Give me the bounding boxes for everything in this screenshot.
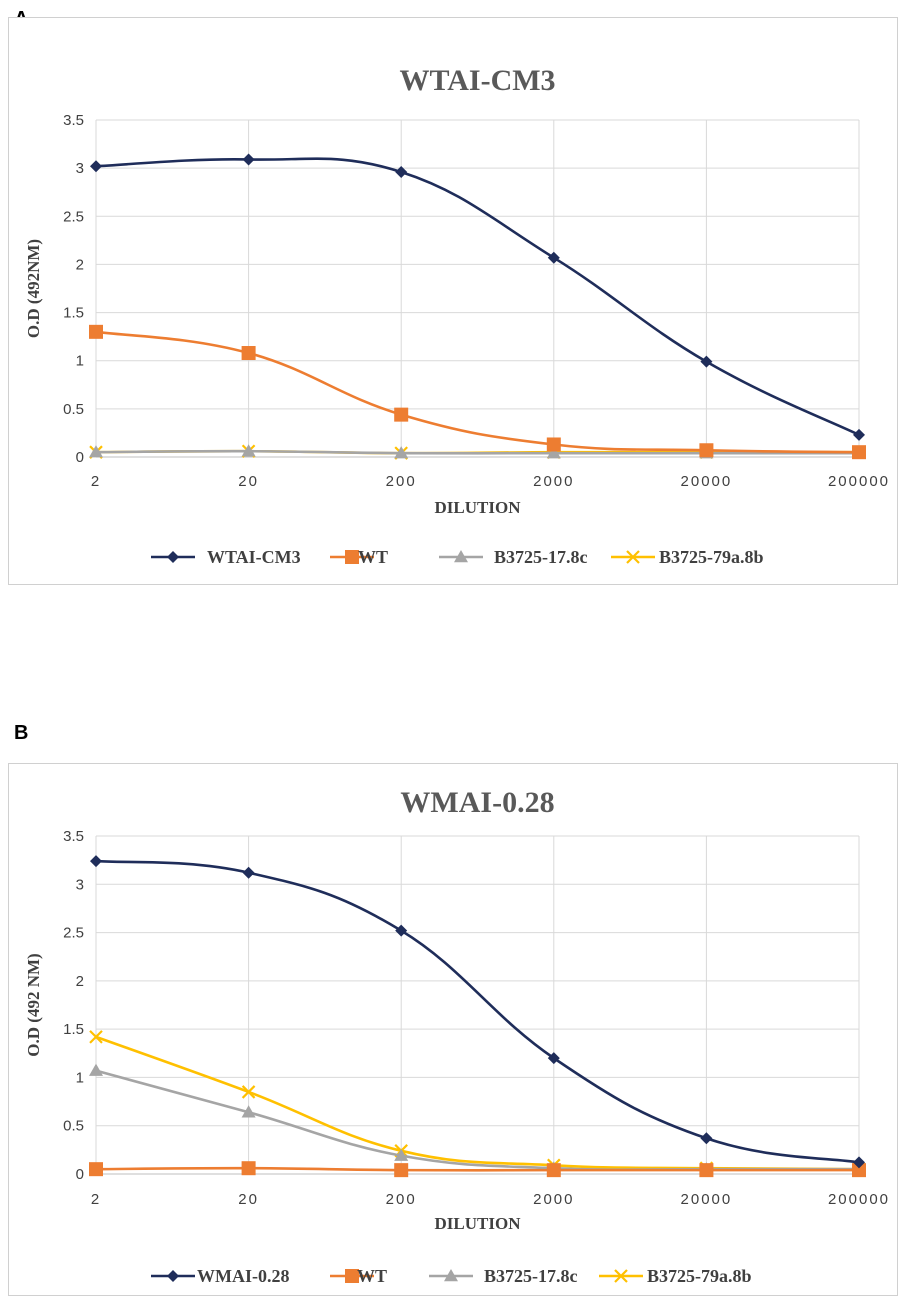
chart-a-ytick-label: 3	[76, 160, 84, 177]
chart-a-data-point	[242, 153, 255, 166]
chart-a-data-point	[90, 160, 102, 173]
chart-panel-a: WTAI-CM3 0 0.5 1 1.5 2 2.5 3 3.5 2 20 200 2000 20000 2…	[8, 17, 898, 585]
chart-b-data-point	[546, 1163, 561, 1178]
chart-a-data-point	[89, 324, 103, 339]
panel-letter-b: B	[14, 722, 29, 744]
chart-a-y-axis-label: O.D (492NM)	[24, 239, 43, 338]
chart-b-data-point	[700, 1132, 713, 1145]
chart-b-ytick-label: 1	[76, 1069, 84, 1086]
chart-a-xtick-label: 200	[386, 473, 417, 490]
chart-b-y-axis-label: O.D (492 NM)	[24, 953, 43, 1056]
chart-b-legend-marker	[614, 1269, 628, 1283]
chart-b-ytick-label: 3.5	[63, 828, 84, 845]
chart-b-data-point	[394, 1148, 409, 1161]
chart-b-title: WMAI-0.28	[400, 786, 554, 819]
chart-b-legend-marker	[345, 1269, 359, 1283]
chart-a-ytick-label: 3.5	[63, 112, 84, 129]
chart-a-data-point	[394, 446, 409, 459]
chart-panel-b: WMAI-0.28 0 0.5 1 1.5 2 2.5 3 3.5 2 20 200 2000 20000…	[8, 763, 898, 1296]
chart-b-data-point	[241, 1085, 256, 1099]
chart-b-legend-label: WT	[357, 1266, 387, 1286]
chart-b-data-point	[242, 866, 255, 879]
chart-a-ytick-label: 0.5	[63, 401, 84, 418]
chart-a-data-point	[547, 251, 560, 264]
chart-b-data-point	[89, 1063, 103, 1076]
chart-a-legend-marker	[345, 550, 359, 564]
chart-b-ytick-label: 2	[76, 973, 84, 990]
chart-b-data-point	[852, 1163, 866, 1178]
chart-a-xtick-label: 20000	[681, 473, 733, 490]
chart-a-xtick-label: 2000	[533, 473, 574, 490]
chart-b-data-point	[394, 1163, 409, 1178]
chart-b-xtick-label: 2	[91, 1191, 101, 1208]
chart-a-ytick-label: 1	[76, 353, 84, 370]
chart-a-data-point	[852, 445, 866, 460]
chart-b-legend-marker	[167, 1270, 179, 1282]
chart-a-ytick-label: 2.5	[63, 208, 84, 225]
chart-a-data-point	[241, 346, 256, 361]
chart-a-xtick-label: 2	[91, 473, 101, 490]
chart-a-data-point	[395, 165, 408, 178]
chart-a-data-point	[700, 355, 713, 368]
chart-b-svg: WMAI-0.28 0 0.5 1 1.5 2 2.5 3 3.5 2 20 200 2000 20000…	[24, 786, 890, 1286]
chart-b-data-point	[241, 1161, 256, 1176]
chart-a-legend-label: WT	[358, 547, 388, 567]
chart-a-data-point	[546, 437, 561, 452]
chart-a-ytick-label: 0	[76, 449, 84, 466]
chart-b-x-axis-label: DILUTION	[435, 1214, 522, 1233]
chart-a-series-line	[95, 157, 860, 437]
chart-b-data-point	[90, 855, 102, 868]
chart-a-series-line	[95, 449, 859, 455]
chart-b-ytick-label: 2.5	[63, 925, 84, 942]
chart-a-ytick-label: 1.5	[63, 305, 84, 322]
chart-a-title: WTAI-CM3	[399, 64, 555, 97]
chart-b-data-point	[89, 1162, 103, 1177]
chart-b-xtick-label: 2000	[533, 1191, 574, 1208]
chart-a-data-point	[546, 446, 561, 459]
chart-b-data-point	[853, 1156, 865, 1169]
chart-a-legend-marker	[626, 550, 640, 564]
chart-a-data-point	[241, 444, 256, 457]
chart-b-ytick-label: 0.5	[63, 1118, 84, 1135]
chart-a-xtick-label: 20	[238, 473, 259, 490]
chart-a-svg: WTAI-CM3 0 0.5 1 1.5 2 2.5 3 3.5 2 20 200 2000 20000 2…	[24, 64, 890, 567]
chart-b-data-point	[241, 1105, 256, 1118]
chart-b-legend-marker	[444, 1269, 458, 1282]
chart-a-ytick-label: 2	[76, 256, 84, 273]
chart-a-series-line	[95, 330, 860, 454]
chart-b-data-point	[699, 1163, 714, 1178]
chart-b-legend-label: B3725-79a.8b	[647, 1266, 752, 1286]
chart-a-x-axis-label: DILUTION	[435, 498, 522, 517]
chart-b-series-line	[95, 1069, 860, 1171]
chart-a-data-point	[89, 445, 103, 458]
chart-b-series-line	[95, 859, 860, 1164]
chart-a-legend-marker	[167, 551, 179, 563]
chart-a-legend-marker	[454, 550, 468, 563]
chart-b-legend-label: WMAI-0.28	[197, 1266, 290, 1286]
chart-b-data-point	[395, 924, 408, 937]
chart-b-data-point	[89, 1030, 103, 1044]
chart-b-xtick-label: 20	[238, 1191, 259, 1208]
chart-b-ytick-label: 1.5	[63, 1021, 84, 1038]
chart-b-series-line	[95, 1166, 859, 1172]
chart-b-xtick-label: 200	[386, 1191, 417, 1208]
chart-a-data-point	[394, 407, 409, 422]
chart-a-legend-label: B3725-79a.8b	[659, 547, 764, 567]
chart-b-ytick-label: 0	[76, 1166, 84, 1183]
chart-a-data-point	[853, 428, 865, 441]
chart-b-xtick-label: 20000	[681, 1191, 733, 1208]
chart-a-legend-label: B3725-17.8c	[494, 547, 588, 567]
chart-a-xtick-label: 200000	[828, 473, 890, 490]
chart-a-legend-label: WTAI-CM3	[207, 547, 301, 567]
chart-b-data-point	[547, 1052, 560, 1065]
chart-a-data-point	[699, 443, 714, 458]
chart-b-ytick-label: 3	[76, 876, 84, 893]
chart-b-legend-label: B3725-17.8c	[484, 1266, 578, 1286]
chart-b-xtick-label: 200000	[828, 1191, 890, 1208]
